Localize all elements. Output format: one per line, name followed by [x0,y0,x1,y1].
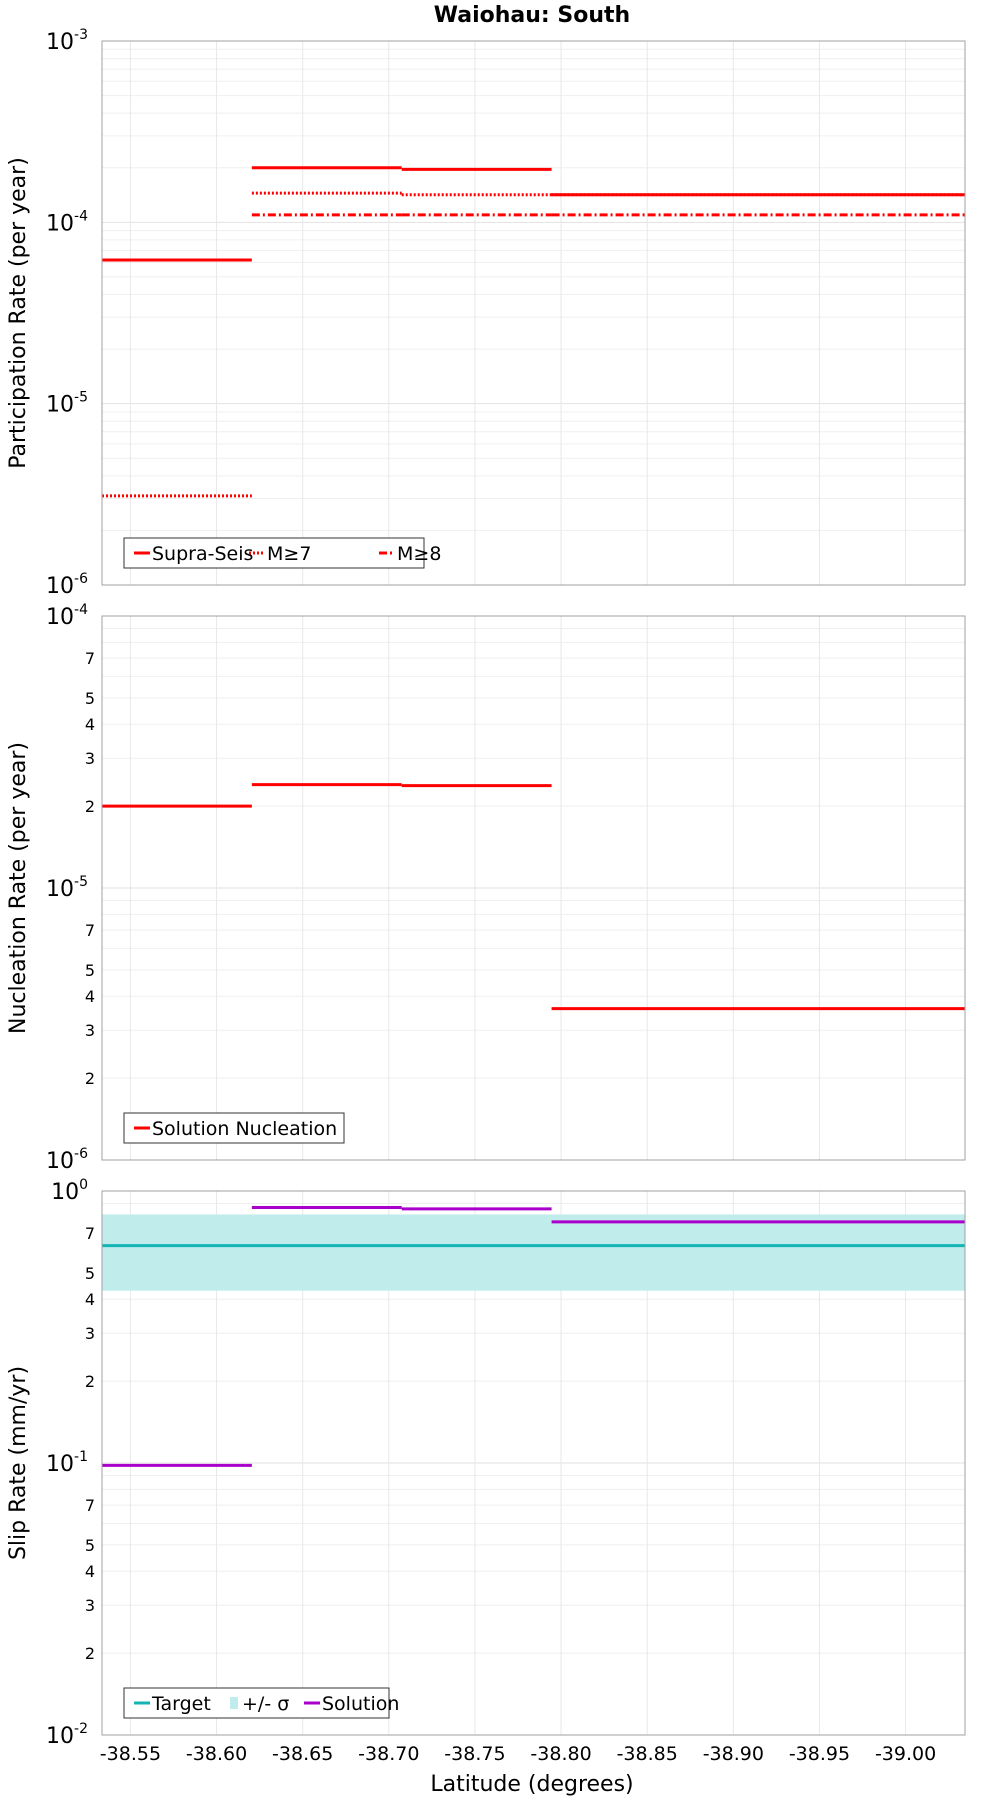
y-tick-label: 4 [85,1562,95,1581]
x-tick-label: -39.00 [875,1743,936,1765]
y-tick-label: 7 [85,1496,95,1515]
plot-frame [101,40,966,586]
y-tick-label: 10-4 [46,208,88,236]
plot-frame [101,1190,966,1736]
y-tick-label: 4 [85,1290,95,1309]
legend: Solution Nucleation [123,1112,345,1144]
y-tick-label: 5 [85,1264,95,1283]
y-axis-label: Nucleation Rate (per year) [6,742,31,1034]
y-axis-label: Participation Rate (per year) [6,157,31,469]
legend-label: Supra-Seis [152,543,253,565]
y-tick-label: 3 [85,1324,95,1343]
x-tick-label: -38.65 [272,1743,333,1765]
y-tick-label: 10-3 [46,27,88,55]
y-tick-label: 7 [85,649,95,668]
plot-area [102,41,965,585]
y-tick-label: 2 [85,1069,95,1088]
y-tick-label: 3 [85,1596,95,1615]
y-tick-label: 3 [85,1021,95,1040]
y-tick-label: 5 [85,689,95,708]
legend-label: M≥8 [397,543,441,565]
y-tick-label: 10-2 [46,1721,88,1749]
legend-label: M≥7 [267,543,311,565]
legend-label: Solution Nucleation [152,1118,337,1140]
legend-label: +/- σ [242,1693,289,1715]
y-tick-label: 10-5 [46,874,88,902]
chart-title: Waiohau: South [434,3,630,28]
x-tick-label: -38.60 [186,1743,247,1765]
y-tick-label: 2 [85,1372,95,1391]
y-tick-label: 10-4 [46,602,88,630]
y-axis-label: Slip Rate (mm/yr) [6,1366,31,1560]
x-tick-label: -38.55 [100,1743,161,1765]
plot-frame [101,615,966,1161]
y-tick-label: 4 [85,987,95,1006]
y-tick-label: 10-1 [46,1449,88,1477]
legend: Supra-Seis M≥7 M≥8 [123,537,441,569]
legend-box [123,1112,345,1144]
y-tick-label: 7 [85,921,95,940]
y-tick-label: 4 [85,715,95,734]
legend-box [123,1687,390,1719]
sigma-band [102,1214,965,1291]
legend-swatch [230,1697,238,1709]
x-tick-label: -38.85 [617,1743,678,1765]
x-tick-label: -38.80 [530,1743,591,1765]
y-tick-label: 5 [85,961,95,980]
y-tick-label: 7 [85,1224,95,1243]
panel-1: 10-3 10-4 10-5 10-6 Participation Rate (per … [6,27,966,599]
x-tick-label: -38.70 [358,1743,419,1765]
y-tick-label: 3 [85,749,95,768]
y-tick-label: 10-5 [46,390,88,418]
legend: Target +/- σ Solution [123,1687,399,1719]
x-tick-label: -38.90 [703,1743,764,1765]
x-tick-label: -38.75 [444,1743,505,1765]
x-axis-label: Latitude (degrees) [430,1772,633,1797]
y-tick-label: 2 [85,1644,95,1663]
y-tick-label: 5 [85,1536,95,1555]
legend-box [123,537,425,569]
x-tick-label: -38.95 [789,1743,850,1765]
y-tick-label: 100 [51,1177,88,1205]
panel-3: 100 7 5 4 3 2 10-1 7 5 4 3 2 10-2 Slip Rate (mm/yr) Ta… [6,1177,966,1749]
legend-label: Solution [322,1693,399,1715]
y-tick-label: 10-6 [46,571,88,599]
y-tick-label: 10-6 [46,1146,88,1174]
legend-label: Target [151,1693,211,1715]
y-tick-label: 2 [85,797,95,816]
panel-2: 10-4 7 5 4 3 2 10-5 7 5 4 3 2 10-6 Nucleation Rate (p… [6,602,966,1174]
